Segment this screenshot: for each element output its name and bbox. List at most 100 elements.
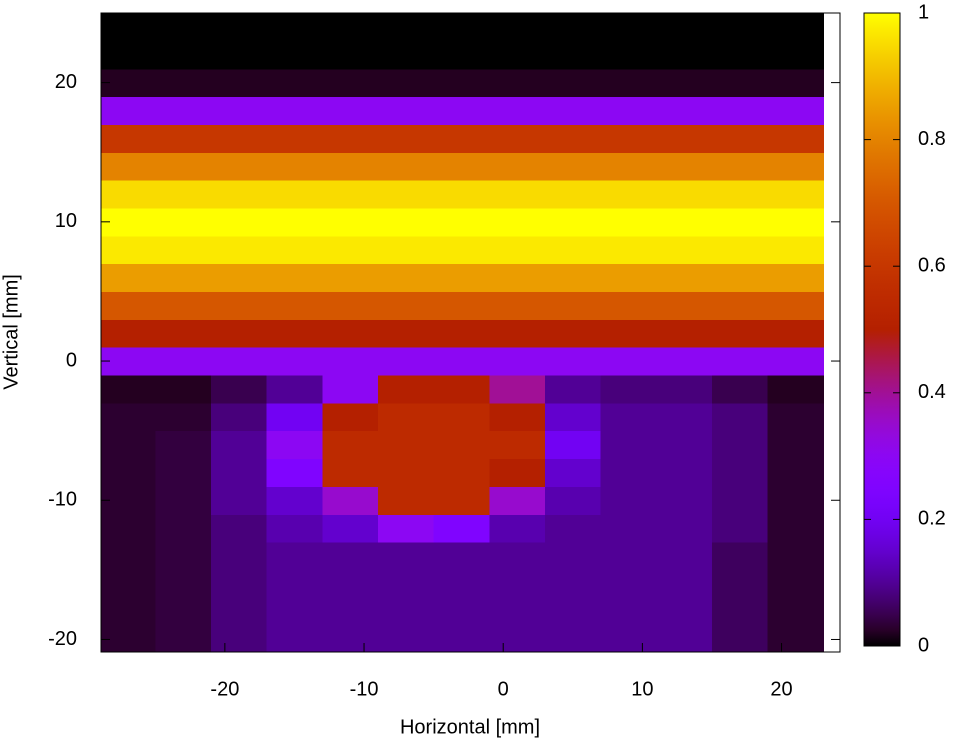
- heat-cell: [266, 291, 323, 320]
- heat-cell: [266, 13, 323, 42]
- heat-cell: [600, 180, 657, 209]
- heat-cell: [155, 235, 212, 265]
- heat-cell: [210, 124, 268, 153]
- heat-cell: [210, 625, 268, 652]
- heat-cell: [489, 374, 546, 404]
- colorbar-tick-label: 0: [918, 634, 929, 656]
- heat-cell: [266, 542, 323, 571]
- heat-cell: [322, 597, 379, 627]
- heat-cell: [656, 374, 713, 404]
- heat-cell: [322, 374, 379, 404]
- heat-cell: [210, 569, 268, 599]
- heat-cell: [767, 207, 824, 237]
- heat-cell: [101, 152, 156, 181]
- heat-cell: [600, 374, 657, 404]
- heat-cell: [322, 542, 379, 571]
- heat-cell: [600, 291, 657, 320]
- heat-cell: [767, 458, 824, 487]
- heat-cell: [767, 319, 824, 348]
- heat-cell: [377, 514, 435, 543]
- heat-cell: [322, 207, 379, 237]
- heat-cell: [711, 207, 769, 237]
- heat-cell: [433, 40, 490, 70]
- heat-cell: [433, 13, 490, 42]
- heat-cell: [711, 68, 769, 98]
- heat-cell: [266, 235, 323, 265]
- heat-cell: [210, 96, 268, 125]
- heat-cell: [544, 263, 602, 293]
- heat-cell: [210, 402, 268, 432]
- heat-cell: [322, 263, 379, 293]
- heat-cell: [544, 458, 602, 487]
- heat-cell: [155, 458, 212, 487]
- heat-cell: [656, 235, 713, 265]
- heat-cell: [155, 374, 212, 404]
- heat-cell: [322, 319, 379, 348]
- heat-cell: [600, 263, 657, 293]
- heat-cell: [600, 124, 657, 153]
- x-tick-label: -20: [210, 678, 239, 700]
- heat-cell: [656, 68, 713, 98]
- heat-cell: [210, 68, 268, 98]
- heat-cell: [711, 374, 769, 404]
- heat-cell: [544, 569, 602, 599]
- heat-cell: [489, 347, 546, 376]
- heat-cell: [210, 180, 268, 209]
- heat-cell: [377, 13, 435, 42]
- heat-cell: [656, 291, 713, 320]
- heat-cell: [210, 514, 268, 543]
- heat-cell: [322, 402, 379, 432]
- heat-cell: [322, 569, 379, 599]
- heat-cell: [767, 263, 824, 293]
- heat-cell: [656, 207, 713, 237]
- heat-cell: [711, 569, 769, 599]
- heat-cell: [101, 180, 156, 209]
- heat-cell: [489, 124, 546, 153]
- heat-cell: [101, 96, 156, 125]
- heat-cell: [711, 235, 769, 265]
- heat-cell: [266, 402, 323, 432]
- colorbar-tick-label: 0.6: [918, 254, 946, 276]
- x-axis-label: Horizontal [mm]: [400, 716, 540, 738]
- heat-cell: [322, 124, 379, 153]
- heat-cell: [210, 347, 268, 376]
- heat-cell: [489, 458, 546, 487]
- heat-cell: [155, 569, 212, 599]
- heat-cell: [101, 458, 156, 487]
- heat-cell: [266, 40, 323, 70]
- heat-cell: [711, 542, 769, 571]
- heat-cell: [600, 625, 657, 652]
- heat-cell: [544, 625, 602, 652]
- heat-cell: [210, 597, 268, 627]
- y-tick-label: 10: [55, 210, 77, 232]
- heat-cell: [544, 124, 602, 153]
- y-tick-label: 20: [55, 71, 77, 93]
- y-tick-label: -20: [48, 628, 77, 650]
- heat-cell: [210, 152, 268, 181]
- heat-cell: [322, 13, 379, 42]
- heat-cell: [155, 430, 212, 460]
- heat-cell: [544, 347, 602, 376]
- heat-cell: [489, 68, 546, 98]
- heat-cell: [489, 235, 546, 265]
- heat-cell: [489, 430, 546, 460]
- heat-cell: [600, 458, 657, 487]
- heat-cell: [210, 40, 268, 70]
- heat-cell: [101, 263, 156, 293]
- heat-cell: [711, 430, 769, 460]
- heat-cell: [210, 235, 268, 265]
- heat-cell: [767, 569, 824, 599]
- heat-cell: [101, 430, 156, 460]
- heat-cell: [155, 180, 212, 209]
- y-axis-label: Vertical [mm]: [0, 274, 22, 390]
- heat-cell: [433, 347, 490, 376]
- heat-cell: [767, 402, 824, 432]
- heat-cell: [377, 96, 435, 125]
- heat-cell: [600, 152, 657, 181]
- heat-cell: [433, 486, 490, 515]
- heat-cell: [711, 124, 769, 153]
- heat-cell: [377, 374, 435, 404]
- heat-cell: [433, 458, 490, 487]
- heat-cell: [210, 458, 268, 487]
